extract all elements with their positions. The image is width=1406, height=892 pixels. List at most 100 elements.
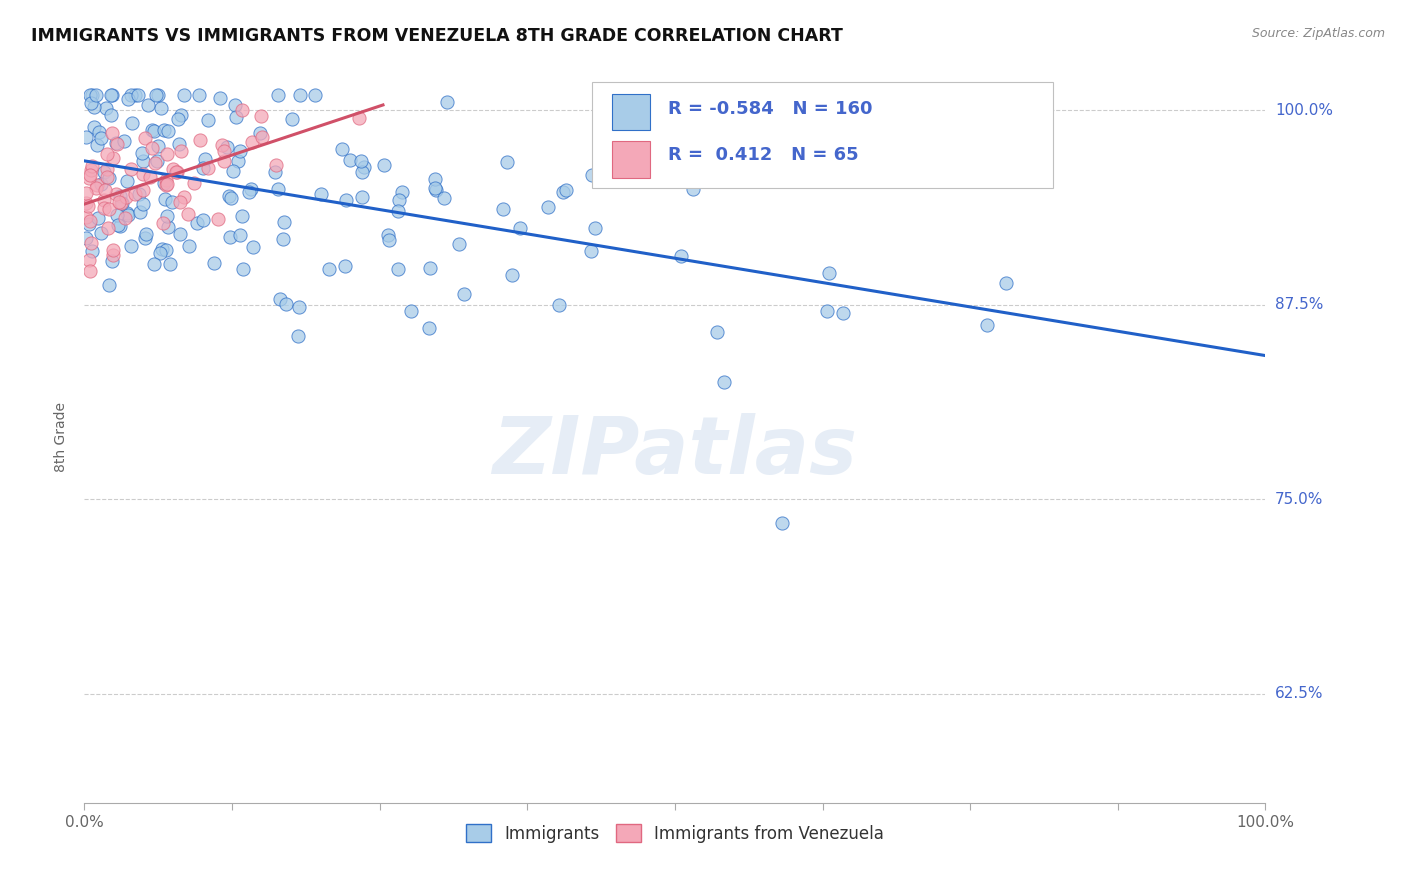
Point	[117, 209, 139, 223]
Point	[83, 100, 105, 114]
Point	[84, 87, 107, 102]
Point	[547, 298, 569, 312]
Point	[100, 108, 122, 122]
Point	[212, 154, 235, 169]
Point	[79, 213, 101, 227]
Point	[80, 159, 103, 173]
Point	[136, 98, 159, 112]
Point	[90, 226, 112, 240]
Point	[145, 87, 167, 102]
Point	[124, 87, 146, 102]
Point	[169, 194, 191, 209]
Point	[191, 161, 214, 176]
Point	[155, 173, 177, 187]
Point	[391, 185, 413, 199]
Point	[162, 161, 184, 176]
Point	[134, 131, 156, 145]
Point	[269, 292, 291, 306]
Point	[173, 87, 195, 102]
Point	[706, 326, 728, 340]
Point	[194, 152, 217, 166]
Point	[218, 230, 240, 244]
Point	[152, 123, 174, 137]
Point	[86, 178, 108, 192]
Point	[353, 160, 375, 174]
Text: 87.5%: 87.5%	[1275, 297, 1323, 312]
Point	[104, 186, 127, 201]
Point	[139, 169, 162, 184]
Point	[132, 168, 155, 182]
Point	[177, 239, 200, 253]
Point	[554, 183, 576, 197]
Point	[131, 146, 153, 161]
Point	[107, 218, 129, 232]
Point	[637, 111, 659, 125]
Point	[239, 182, 262, 196]
Point	[97, 278, 120, 293]
Point	[976, 318, 998, 333]
Point	[143, 156, 166, 170]
Point	[75, 210, 97, 224]
Point	[101, 87, 124, 102]
Point	[96, 161, 118, 176]
Point	[377, 228, 399, 243]
Point	[994, 277, 1017, 291]
Point	[436, 95, 458, 109]
Point	[135, 227, 157, 241]
Point	[818, 266, 841, 280]
Point	[264, 165, 287, 179]
Text: 75.0%: 75.0%	[1275, 491, 1323, 507]
Point	[167, 112, 190, 126]
Point	[152, 176, 174, 190]
Point	[614, 154, 637, 169]
Point	[96, 169, 118, 184]
Point	[350, 154, 373, 169]
Text: IMMIGRANTS VS IMMIGRANTS FROM VENEZUELA 8TH GRADE CORRELATION CHART: IMMIGRANTS VS IMMIGRANTS FROM VENEZUELA …	[31, 27, 842, 45]
Point	[75, 196, 97, 211]
Point	[713, 376, 735, 390]
Text: Source: ZipAtlas.com: Source: ZipAtlas.com	[1251, 27, 1385, 40]
Point	[79, 264, 101, 278]
Point	[350, 190, 373, 204]
Point	[155, 244, 177, 258]
Point	[157, 219, 180, 234]
Point	[423, 180, 446, 194]
Point	[166, 164, 188, 178]
Point	[240, 136, 263, 150]
Point	[150, 102, 173, 116]
Point	[160, 194, 183, 209]
Point	[87, 211, 110, 225]
Point	[335, 259, 357, 273]
Point	[150, 242, 173, 256]
Point	[229, 227, 252, 242]
Point	[581, 168, 603, 182]
Point	[117, 92, 139, 106]
Legend: Immigrants, Immigrants from Venezuela: Immigrants, Immigrants from Venezuela	[458, 818, 891, 849]
Point	[131, 153, 153, 168]
Point	[93, 201, 115, 215]
Point	[98, 170, 121, 185]
Point	[183, 176, 205, 190]
Point	[75, 231, 97, 245]
Text: R =  0.412   N = 65: R = 0.412 N = 65	[668, 146, 859, 164]
Point	[229, 144, 252, 158]
Point	[425, 183, 447, 197]
Point	[273, 215, 295, 229]
Point	[80, 95, 103, 110]
Point	[107, 136, 129, 151]
Point	[114, 211, 136, 226]
Point	[79, 87, 101, 102]
Point	[141, 122, 163, 136]
Point	[225, 110, 247, 124]
Point	[496, 155, 519, 169]
Point	[287, 329, 309, 343]
Point	[387, 204, 409, 219]
Point	[100, 254, 122, 268]
Point	[87, 125, 110, 139]
Point	[267, 87, 290, 102]
Point	[288, 301, 311, 315]
Point	[553, 185, 575, 199]
Point	[120, 239, 142, 253]
Point	[815, 304, 838, 318]
Point	[103, 247, 125, 261]
